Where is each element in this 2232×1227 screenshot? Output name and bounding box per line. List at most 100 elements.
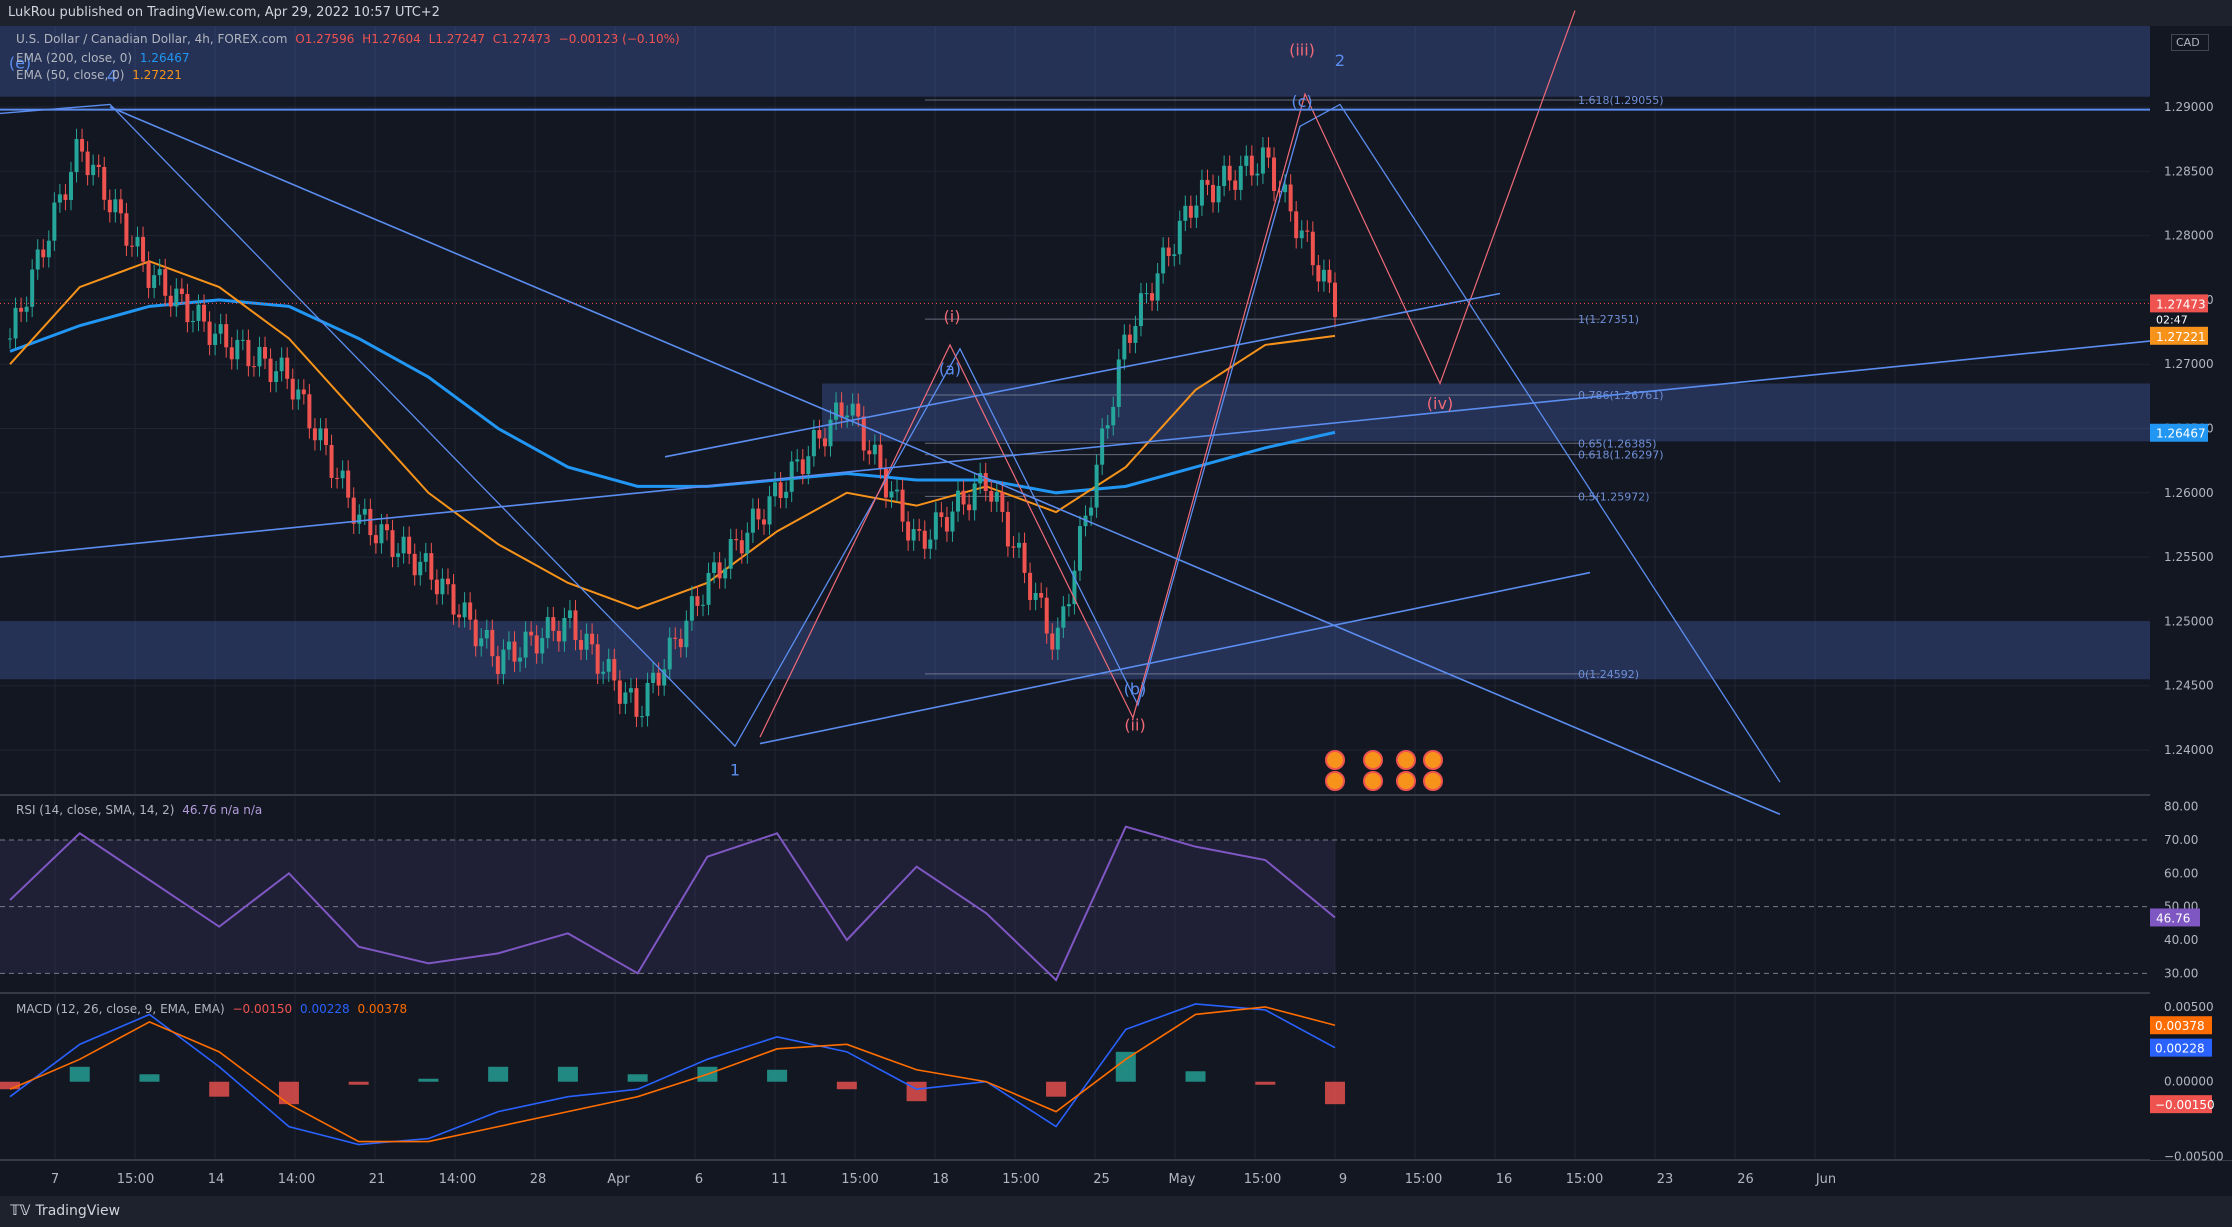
candle-body — [307, 394, 312, 429]
macd-hist-bar — [488, 1066, 509, 1082]
candle-body — [617, 680, 622, 704]
candle-body — [152, 275, 157, 288]
candle-body — [196, 304, 201, 321]
ema-lines — [9, 260, 1336, 610]
trendline — [664, 292, 1501, 458]
candle-body — [202, 304, 207, 322]
candle-body — [1294, 211, 1299, 239]
macd-hist-bar — [209, 1081, 230, 1097]
candle-body — [1216, 185, 1221, 203]
candle-body — [207, 321, 212, 346]
signal-line — [9, 1006, 1336, 1143]
candle-body — [518, 657, 523, 662]
candle-body — [1133, 326, 1138, 343]
candlesticks — [8, 128, 1337, 728]
candle-body — [1233, 180, 1238, 190]
economic-event-flag-icon — [1325, 750, 1345, 770]
economic-event-flag-icon — [1396, 771, 1416, 791]
candle-body — [229, 347, 234, 360]
candle-body — [989, 490, 994, 502]
candle-body — [312, 428, 317, 441]
candle-body — [717, 562, 722, 579]
candle-body — [806, 456, 811, 475]
time-tick: 15:00 — [1405, 1172, 1442, 1187]
price-tick: 1.28500 — [2164, 164, 2214, 178]
candle-body — [784, 491, 789, 498]
candle-body — [1260, 147, 1265, 174]
candle-body — [595, 644, 600, 674]
candle-body — [1022, 542, 1027, 573]
candle-body — [928, 539, 933, 549]
rsi-tick: 70.00 — [2164, 833, 2198, 847]
time-tick: 18 — [932, 1172, 949, 1187]
candle-body — [811, 430, 816, 457]
candle-body — [689, 596, 694, 621]
candle-body — [684, 620, 689, 648]
candle-body — [379, 524, 384, 544]
time-tick: 14 — [208, 1172, 225, 1187]
support-resistance-zones — [0, 26, 2150, 680]
macd-hist-bar — [557, 1066, 578, 1082]
macd-hist-bar — [1185, 1071, 1206, 1082]
candle-body — [68, 172, 73, 200]
candle-body — [706, 572, 711, 605]
candle-body — [861, 416, 866, 451]
candle-body — [52, 202, 57, 241]
candle-body — [484, 629, 489, 639]
time-tick: 15:00 — [841, 1172, 878, 1187]
candle-body — [1199, 179, 1204, 206]
candle-body — [268, 358, 273, 382]
candle-body — [118, 199, 123, 214]
candle-body — [1116, 359, 1121, 407]
candle-body — [1316, 265, 1321, 282]
candle-body — [445, 578, 450, 585]
red-wave-path — [759, 10, 1576, 738]
candle-body — [335, 477, 340, 479]
candle-body — [1055, 627, 1060, 650]
candle-body — [74, 139, 79, 173]
economic-event-flag-icon — [1363, 750, 1383, 770]
tradingview-logo-icon[interactable]: 𝕋𝕍 — [10, 1203, 36, 1219]
candle-body — [723, 568, 728, 579]
candle-body — [1310, 231, 1315, 266]
candle-body — [889, 491, 894, 498]
candle-body — [1283, 184, 1288, 193]
candle-body — [1105, 425, 1110, 429]
candle-body — [190, 320, 195, 323]
candle-body — [85, 151, 90, 176]
ema200-legend: EMA (200, close, 0) 1.26467 — [16, 51, 193, 65]
candle-body — [468, 602, 473, 620]
macd-hist-bar — [348, 1081, 369, 1085]
candle-body — [46, 240, 51, 258]
candle-body — [662, 669, 667, 686]
bar-countdown: 02:47 — [2156, 313, 2188, 326]
candle-body — [1244, 155, 1249, 166]
candle-body — [922, 530, 927, 549]
candle-body — [579, 640, 584, 650]
time-tick: 11 — [771, 1172, 788, 1187]
candle-body — [1011, 546, 1016, 548]
candle-body — [1077, 526, 1082, 571]
candle-body — [839, 402, 844, 418]
candle-body — [1249, 155, 1254, 176]
candle-body — [994, 492, 999, 502]
candle-body — [573, 610, 578, 641]
publisher-text: LukRou published on TradingView.com, Apr… — [8, 5, 440, 20]
currency-badge[interactable]: CAD — [2171, 34, 2209, 51]
macd-signal-tag-text: 0.00378 — [2155, 1019, 2205, 1033]
time-tick: 9 — [1339, 1172, 1347, 1187]
candle-body — [257, 346, 262, 367]
candle-body — [174, 288, 179, 307]
economic-event-flag-icon — [1325, 771, 1345, 791]
time-tick: 15:00 — [117, 1172, 154, 1187]
macd-tick: 0.00000 — [2164, 1075, 2214, 1089]
candle-body — [856, 403, 861, 417]
candle-body — [529, 631, 534, 636]
candle-body — [1172, 254, 1177, 257]
candle-body — [179, 288, 184, 295]
candle-body — [817, 430, 822, 439]
candle-body — [1066, 604, 1071, 607]
wave-label: (b) — [1124, 680, 1147, 699]
